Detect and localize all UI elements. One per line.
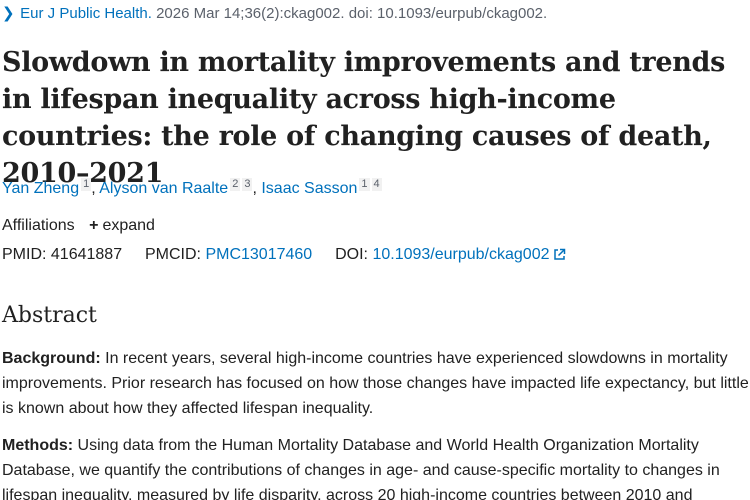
abstract-methods: Methods: Using data from the Human Morta… <box>2 433 750 500</box>
affiliations-label: Affiliations <box>2 217 75 234</box>
expand-label: expand <box>102 217 155 234</box>
affiliation-ref[interactable]: 2 <box>230 178 241 191</box>
affiliation-ref[interactable]: 1 <box>359 178 370 191</box>
affiliation-ref[interactable]: 3 <box>242 178 253 191</box>
author-link[interactable]: Alyson van Raalte <box>99 180 229 197</box>
abstract-heading: Abstract <box>2 303 97 328</box>
pmcid-link[interactable]: PMC13017460 <box>205 246 313 263</box>
methods-text: Using data from the Human Mortality Data… <box>2 437 720 500</box>
plus-icon: + <box>89 217 99 234</box>
pmid-label: PMID: <box>2 246 47 263</box>
affiliations-row: Affiliations + expand <box>2 217 155 235</box>
article-title: Slowdown in mortality improvements and t… <box>2 47 726 189</box>
expand-affiliations-button[interactable]: + expand <box>89 217 155 234</box>
citation-details: 2026 Mar 14;36(2):ckag002. doi: 10.1093/… <box>156 5 548 22</box>
affiliation-ref[interactable]: 4 <box>371 178 382 191</box>
identifiers-row: PMID: 41641887 PMCID: PMC13017460 DOI: 1… <box>2 246 566 266</box>
abstract-background: Background: In recent years, several hig… <box>2 346 750 421</box>
journal-link[interactable]: Eur J Public Health. <box>20 5 152 22</box>
methods-label: Methods: <box>2 437 74 454</box>
chevron-right-icon[interactable]: ❯ <box>2 5 15 22</box>
background-label: Background: <box>2 350 101 367</box>
affiliation-ref[interactable]: 1 <box>81 178 92 191</box>
journal-citation: ❯ Eur J Public Health. 2026 Mar 14;36(2)… <box>2 4 547 22</box>
doi-label: DOI: <box>335 246 368 263</box>
background-text: In recent years, several high-income cou… <box>2 350 749 417</box>
author-link[interactable]: Yan Zheng <box>2 180 80 197</box>
pmcid-label: PMCID: <box>145 246 201 263</box>
author-list: Yan Zheng 1, Alyson van Raalte 2 3, Isaac S… <box>2 178 382 197</box>
doi-link[interactable]: 10.1093/eurpub/ckag002 <box>372 246 550 263</box>
external-link-icon[interactable] <box>553 248 566 266</box>
author-link[interactable]: Isaac Sasson <box>261 180 358 197</box>
pmid-value: 41641887 <box>50 246 123 263</box>
